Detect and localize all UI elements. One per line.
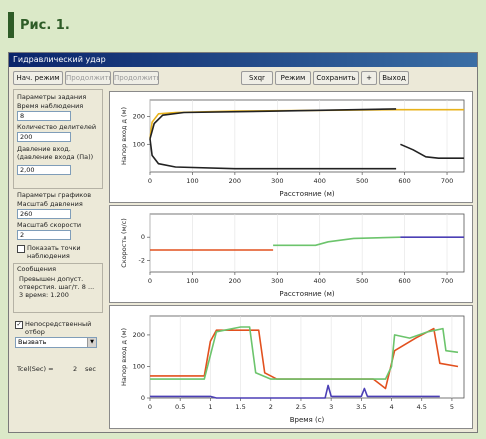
- y-tick-label: 100: [133, 140, 145, 148]
- x-tick-label: 3: [329, 403, 333, 411]
- chevron-down-icon[interactable]: ▼: [87, 338, 96, 347]
- speed-scale-label: Масштаб скорости: [17, 221, 82, 229]
- charts-header: Параметры графиков: [17, 191, 92, 199]
- y-tick-label: 0: [141, 394, 145, 402]
- x-tick-label: 400: [314, 177, 326, 185]
- chart-pressure-distance: 0 100 200 300 400 500 600 700 100 200 Расстояние (…: [109, 91, 473, 203]
- y-axis-label: Напор вход д (м): [120, 107, 128, 165]
- pressure-field[interactable]: 2,00: [17, 165, 71, 175]
- start-button[interactable]: Нач. режим: [13, 71, 63, 85]
- message-text: Превышен допуст. отверстия. шаг/т. 8 ...…: [19, 275, 95, 299]
- x-tick-label: 100: [186, 177, 198, 185]
- continue-button-disabled[interactable]: Продолжить: [65, 71, 111, 85]
- x-tick-label: 4: [389, 403, 393, 411]
- plot-area: [149, 213, 465, 273]
- x-tick-label: 0.5: [175, 403, 185, 411]
- x-tick-label: 3.5: [356, 403, 366, 411]
- x-tick-label: 700: [441, 177, 453, 185]
- x-tick-label: 2: [269, 403, 273, 411]
- chart-pressure-time-svg: 0 0.5 1 1.5 2 2.5 3 3.5 4 4.5 5 0 100 200 Время (с) Нап…: [120, 315, 465, 424]
- time-unit: sec: [85, 365, 96, 373]
- x-tick-label: 400: [314, 277, 326, 285]
- plus-button[interactable]: +: [361, 71, 377, 85]
- x-tick-label: 5: [450, 403, 454, 411]
- x-tick-label: 700: [441, 277, 453, 285]
- x-tick-label: 600: [398, 177, 410, 185]
- figure-title: Рис. 1.: [20, 17, 70, 33]
- series-line-3: [400, 143, 464, 159]
- pressure-scale-field[interactable]: 260: [17, 209, 71, 219]
- continuous-checkbox[interactable]: ✓: [15, 321, 23, 329]
- toolbar: Нач. режим Продолжить Продолжить Sxqr Ре…: [9, 67, 477, 87]
- x-tick-label: 300: [271, 277, 283, 285]
- series-line-1: [150, 326, 459, 380]
- obs-time-label: Время наблюдения: [17, 102, 84, 110]
- y-axis-label: Скорость (м/с): [120, 218, 128, 268]
- x-tick-label: 2.5: [296, 403, 306, 411]
- show-points-label: Показать точки наблюдения: [27, 244, 81, 260]
- x-axis-label: Расстояние (м): [279, 190, 334, 198]
- x-tick-label: 0: [148, 177, 152, 185]
- x-tick-label: 500: [356, 277, 368, 285]
- x-tick-label: 600: [398, 277, 410, 285]
- settings-panel: Параметры задания Время наблюдения 8 Кол…: [9, 87, 105, 432]
- caption-accent-bar: [8, 12, 14, 38]
- chart-velocity-distance: 0 100 200 300 400 500 600 700 -2 0 Расстояние (м) С…: [109, 205, 473, 303]
- x-axis-label: Расстояние (м): [279, 290, 334, 298]
- exit-button[interactable]: Выход: [379, 71, 409, 85]
- pressure-scale-label: Масштаб давления: [17, 200, 83, 208]
- x-tick-label: 300: [271, 177, 283, 185]
- pressure-label: Давление вход. (давление входа (Па)): [17, 145, 94, 161]
- mode-select[interactable]: Вызвать ▼: [15, 337, 97, 348]
- series-line-1: [273, 236, 401, 247]
- series-line-2: [150, 384, 440, 399]
- y-tick-label: 200: [133, 113, 145, 121]
- segments-label: Количество делителей: [17, 123, 97, 131]
- figure-caption: Рис. 1.: [8, 12, 70, 38]
- x-tick-label: 1: [208, 403, 212, 411]
- x-tick-label: 200: [229, 177, 241, 185]
- y-tick-label: -2: [139, 256, 145, 264]
- messages-header: Сообщения: [17, 265, 57, 273]
- continuous-label: Непосредственный отбор: [25, 320, 92, 336]
- show-points-checkbox[interactable]: [17, 245, 25, 253]
- x-axis-label: Время (с): [290, 416, 325, 424]
- y-axis-label: Напор вход д (м): [120, 328, 128, 386]
- y-tick-label: 100: [133, 362, 145, 370]
- params-group: [13, 89, 103, 189]
- step-button[interactable]: Sxqr: [241, 71, 273, 85]
- segments-field[interactable]: 200: [17, 132, 71, 142]
- x-tick-label: 200: [229, 277, 241, 285]
- mode-button[interactable]: Режим: [275, 71, 311, 85]
- app-window: Гидравлический удар Нач. режим Продолжит…: [8, 52, 478, 433]
- messages-group: [13, 263, 103, 313]
- x-tick-label: 0: [148, 277, 152, 285]
- window-titlebar: Гидравлический удар: [9, 53, 477, 67]
- mode-select-value: Вызвать: [18, 338, 47, 346]
- chart-pressure-time: 0 0.5 1 1.5 2 2.5 3 3.5 4 4.5 5 0 100 200 Время (с) Нап…: [109, 305, 473, 429]
- x-tick-label: 1.5: [235, 403, 245, 411]
- plot-area: [149, 315, 465, 399]
- x-tick-label: 4.5: [417, 403, 427, 411]
- chart-pressure-distance-svg: 0 100 200 300 400 500 600 700 100 200 Расстояние (…: [120, 99, 465, 198]
- speed-scale-field[interactable]: 2: [17, 230, 71, 240]
- time-value: 2: [73, 365, 78, 373]
- y-tick-label: 0: [141, 233, 145, 241]
- series-line-2: [149, 108, 397, 140]
- series-line-1: [149, 138, 397, 170]
- x-tick-label: 100: [186, 277, 198, 285]
- obs-time-field[interactable]: 8: [17, 111, 71, 121]
- chart-velocity-distance-svg: 0 100 200 300 400 500 600 700 -2 0 Расстояние (м) С…: [120, 213, 465, 298]
- x-tick-label: 0: [148, 403, 152, 411]
- x-tick-label: 500: [356, 177, 368, 185]
- save-button[interactable]: Сохранить: [313, 71, 359, 85]
- time-label: Tcel(Sec) =: [17, 365, 54, 373]
- params-header: Параметры задания: [17, 93, 87, 101]
- continue-button-disabled-2[interactable]: Продолжить: [113, 71, 159, 85]
- y-tick-label: 200: [133, 331, 145, 339]
